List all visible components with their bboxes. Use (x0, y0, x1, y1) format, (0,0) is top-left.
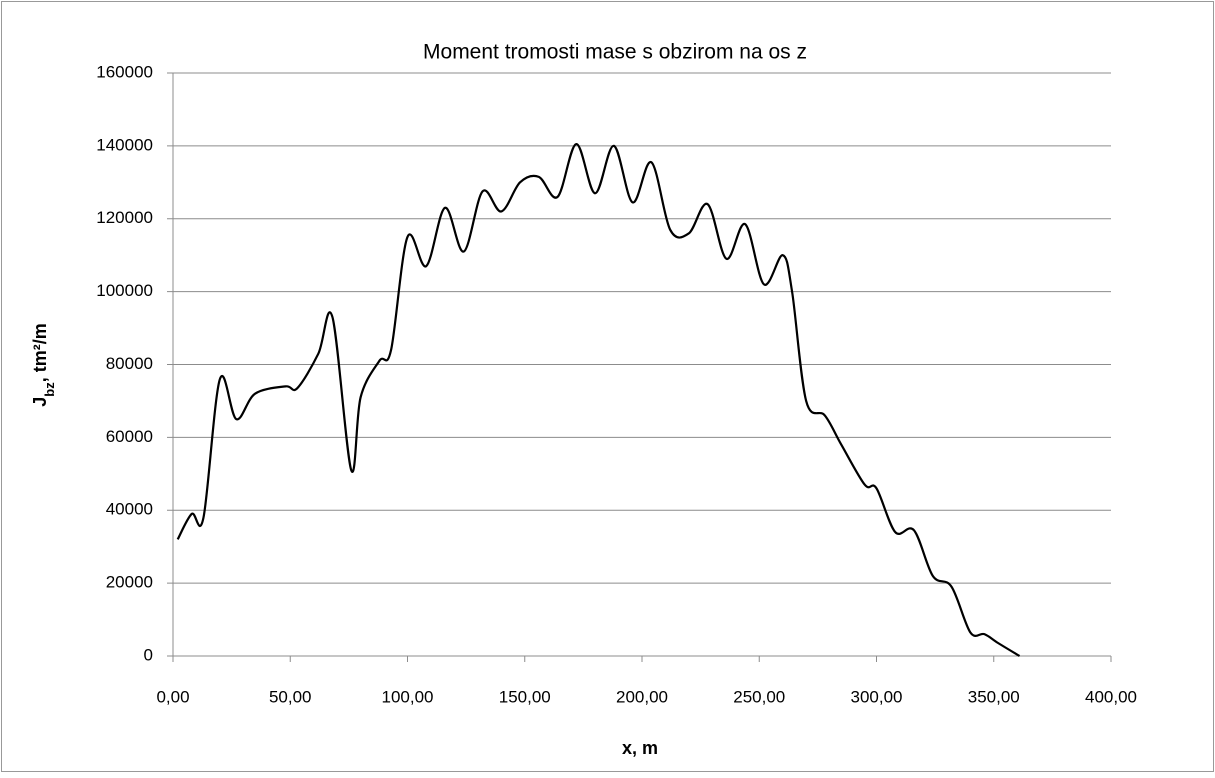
x-tick-label: 250,00 (733, 687, 785, 706)
y-tick-label: 80000 (106, 354, 153, 373)
x-tick-label: 400,00 (1085, 687, 1137, 706)
x-tick-label: 200,00 (616, 687, 668, 706)
y-axis-label: Jbz, tm²/m (30, 323, 57, 406)
y-tick-label: 20000 (106, 573, 153, 592)
y-tick-label: 140000 (96, 135, 153, 154)
y-label-main: J (30, 397, 50, 407)
x-tick-label: 100,00 (382, 687, 434, 706)
y-tick-label: 60000 (106, 427, 153, 446)
y-tick-label: 100000 (96, 281, 153, 300)
chart-title: Moment tromosti mase s obzirom na os z (423, 41, 807, 64)
y-label-rest: , tm²/m (30, 323, 50, 382)
x-tick-label: 150,00 (499, 687, 551, 706)
y-tick-label: 160000 (96, 62, 153, 81)
y-tick-label: 0 (144, 645, 153, 664)
x-axis-label: x, m (622, 738, 658, 758)
data-line (176, 142, 1021, 657)
y-tick-label: 120000 (96, 208, 153, 227)
y-label-sub: bz (42, 382, 57, 397)
x-tick-label: 350,00 (968, 687, 1020, 706)
x-tick-label: 300,00 (851, 687, 903, 706)
y-tick-label: 40000 (106, 500, 153, 519)
x-tick-label: 50,00 (269, 687, 312, 706)
x-tick-label: 0,00 (156, 687, 189, 706)
